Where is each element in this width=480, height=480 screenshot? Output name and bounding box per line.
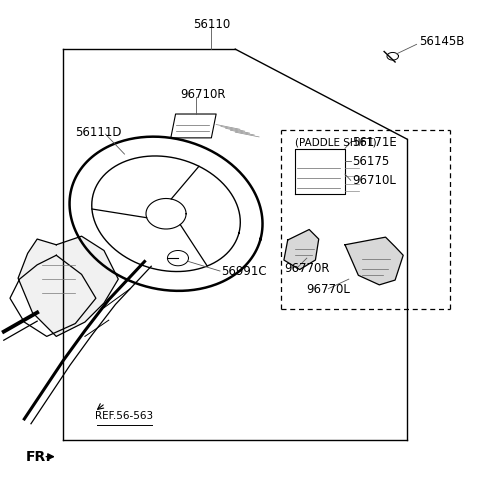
Polygon shape: [345, 237, 403, 285]
Text: 56175: 56175: [352, 155, 389, 168]
Polygon shape: [18, 236, 118, 336]
Text: 56111D: 56111D: [75, 126, 122, 139]
Text: 56145B: 56145B: [419, 36, 464, 48]
Text: 56171E: 56171E: [352, 136, 397, 149]
Text: 96710R: 96710R: [180, 88, 226, 101]
Text: 96770L: 96770L: [306, 283, 350, 296]
Polygon shape: [284, 229, 319, 270]
Text: 96770R: 96770R: [284, 262, 329, 275]
Text: 56991C: 56991C: [221, 264, 266, 277]
Text: (PADDLE SHIFT): (PADDLE SHIFT): [295, 137, 376, 147]
Text: REF.56-563: REF.56-563: [96, 410, 154, 420]
Text: 56110: 56110: [193, 18, 230, 31]
Text: FR.: FR.: [26, 450, 52, 464]
Text: 96710L: 96710L: [352, 174, 396, 187]
